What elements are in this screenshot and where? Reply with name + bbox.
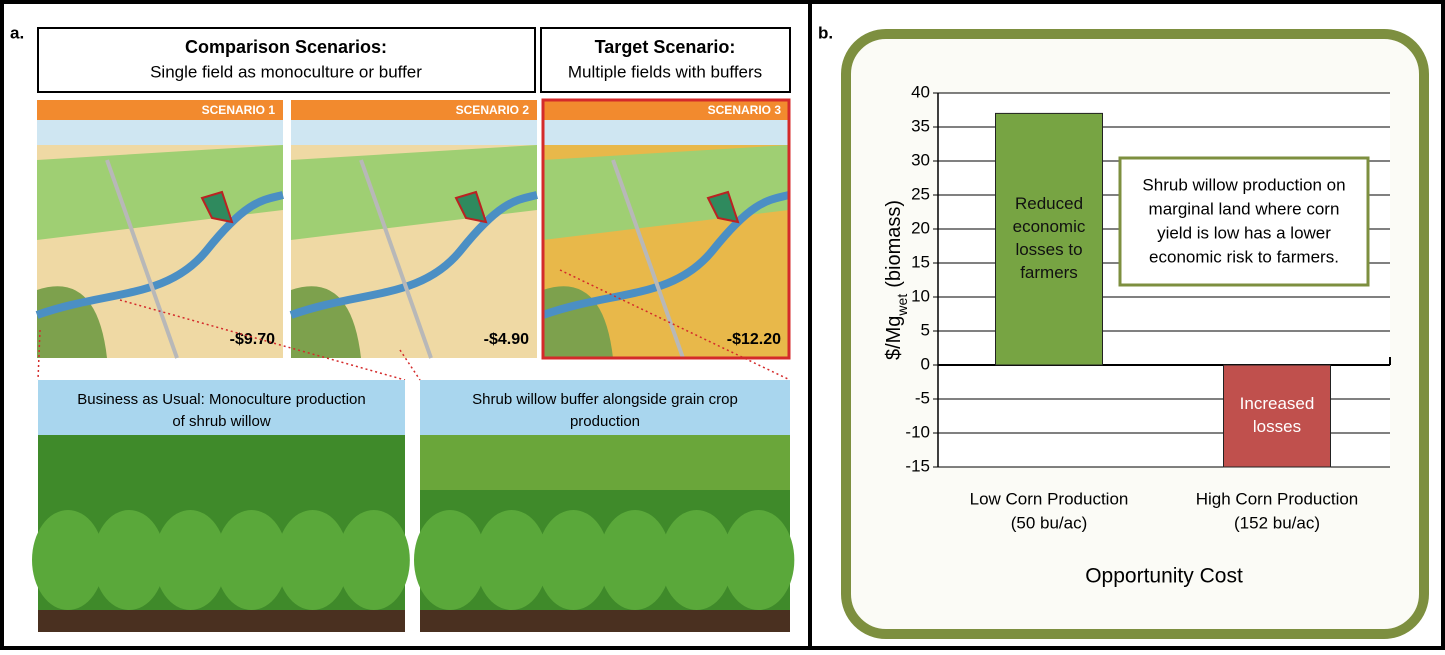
y-axis-label-part: wet [894, 294, 910, 317]
callout-line [119, 299, 406, 381]
panel-label: b. [818, 23, 833, 42]
y-tick-label: 25 [911, 184, 930, 203]
bar [1223, 364, 1331, 468]
scenario-name: SCENARIO 1 [202, 103, 276, 117]
willow-bush [93, 510, 166, 610]
buffer-field [454, 190, 488, 224]
willow-bush [32, 510, 104, 610]
bar [995, 112, 1103, 366]
y-tick-label: -10 [905, 422, 930, 441]
willow-bush [154, 510, 227, 610]
y-tick-label: 5 [921, 320, 930, 339]
y-tick-label: 40 [911, 82, 930, 101]
photo-caption: of shrub willow [172, 413, 271, 430]
callout-line [399, 349, 421, 381]
willow-bush [722, 510, 795, 610]
y-axis-label-part: (biomass) [883, 200, 905, 288]
bar-annotation: farmers [1020, 263, 1078, 282]
chart: -15 -10 -5 0 5 10 15 20 25 30 35 40 Low Corn Product… [883, 82, 1391, 588]
buffer-field [706, 190, 740, 224]
map-river [289, 191, 538, 319]
y-tick-label: 15 [911, 252, 930, 271]
scenario-cost: -$9.70 [230, 331, 275, 348]
scenario-name: SCENARIO 3 [708, 103, 782, 117]
x-tick-sublabel: (152 bu/ac) [1234, 513, 1320, 532]
y-tick-label: 20 [911, 218, 930, 237]
grain-field [420, 435, 790, 495]
y-tick-label: 35 [911, 116, 930, 135]
scenario-name: SCENARIO 2 [456, 103, 530, 117]
buffer-field [200, 190, 234, 224]
map-road [359, 159, 433, 359]
y-tick-label: -15 [905, 456, 930, 475]
willow-bush [599, 510, 671, 610]
scenario-bar [543, 100, 789, 120]
bar-annotation: losses [1253, 417, 1301, 436]
y-tick-label: -5 [915, 388, 930, 407]
willow-bush [660, 510, 733, 610]
annotation-box [1118, 156, 1370, 287]
header-subtitle: Single field as monoculture or buffer [150, 62, 422, 81]
x-axis-label: Opportunity Cost [1085, 565, 1243, 588]
header-title: Target Scenario: [595, 37, 736, 57]
scenario-bar [291, 100, 537, 120]
map-river [541, 191, 790, 319]
x-tick-label: High Corn Production [1196, 489, 1359, 508]
x-tick-label: Low Corn Production [970, 489, 1129, 508]
y-tick-label: 0 [921, 354, 930, 373]
annotation-text: marginal land where corn [1149, 199, 1340, 218]
willow-bush [537, 510, 610, 610]
photo-caption: Business as Usual: Monoculture productio… [77, 391, 366, 408]
header-title: Comparison Scenarios: [185, 37, 387, 57]
map-road [105, 159, 179, 359]
bar-annotation: losses to [1015, 240, 1082, 259]
target-outline [541, 98, 791, 360]
y-axis-label: $/Mgwet (biomass) [883, 200, 909, 360]
bar-annotation: Reduced [1015, 194, 1083, 213]
scenario-cost: -$12.20 [727, 331, 781, 348]
photo-caption: Shrub willow buffer alongside grain crop [472, 391, 738, 408]
photo-caption: production [570, 413, 640, 430]
soil [420, 610, 790, 632]
map-road [611, 159, 685, 359]
scenario-bar [37, 100, 283, 120]
bar-annotation: economic [1013, 217, 1086, 236]
map-river [35, 191, 284, 319]
header-subtitle: Multiple fields with buffers [568, 62, 762, 81]
willow-bush [215, 510, 288, 610]
willow-bush [475, 510, 548, 610]
header-box [540, 27, 791, 93]
annotation-text: yield is low has a lower [1157, 223, 1331, 242]
willow-bush [276, 510, 349, 610]
y-axis-label-part: $/Mg [883, 316, 905, 360]
x-tick-sublabel: (50 bu/ac) [1011, 513, 1088, 532]
annotation-text: Shrub willow production on [1142, 175, 1345, 194]
bar-annotation: Increased [1240, 394, 1315, 413]
willow-bush [414, 510, 486, 610]
callout-line [37, 329, 41, 381]
y-tick-label: 30 [911, 150, 930, 169]
annotation-text: economic risk to farmers. [1149, 247, 1339, 266]
panel-label: a. [10, 23, 24, 42]
scenario-maps: SCENARIO 1 -$9.70 SCENARIO 2 -$4.90 SCENARIO… [32, 98, 795, 632]
y-tick-label: 10 [911, 286, 930, 305]
willow-bush [337, 510, 410, 610]
header-box [37, 27, 536, 93]
scenario-cost: -$4.90 [484, 331, 529, 348]
soil [38, 610, 405, 632]
